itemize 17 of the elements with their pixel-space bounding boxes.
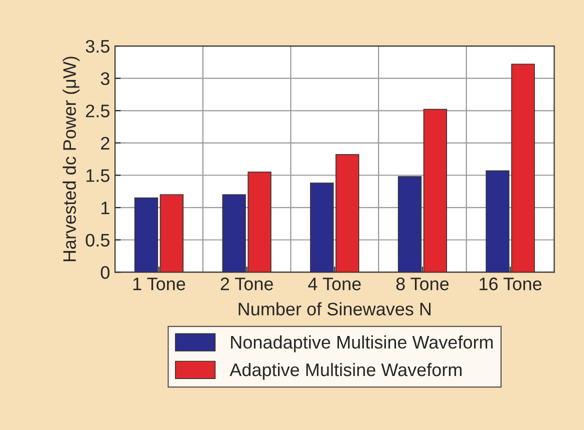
x-tick-label: 2 Tone bbox=[220, 278, 273, 290]
y-tick-label: 1 bbox=[102, 202, 110, 214]
y-tick-label: 2 bbox=[101, 136, 110, 150]
legend-label: Adaptive Multisine Waveform bbox=[230, 362, 462, 380]
x-tick-label: 16 Tone bbox=[480, 278, 542, 290]
x-tick-label: 8 Tone bbox=[396, 278, 449, 290]
y-axis-title: Harvested dc Power (μW) bbox=[62, 56, 80, 262]
legend-label: Nonadaptive Multisine Waveform bbox=[231, 335, 493, 352]
y-tick-label: 2.5 bbox=[86, 104, 110, 118]
x-tick-label: 4 Tone bbox=[308, 278, 361, 290]
y-tick-label: 3.5 bbox=[86, 40, 110, 53]
y-tick-label: 0 bbox=[100, 266, 110, 279]
y-tick-label: 3 bbox=[100, 72, 110, 86]
x-axis-title: Number of Sinewaves N bbox=[238, 302, 431, 316]
y-tick-label: 0.5 bbox=[86, 234, 110, 247]
x-tick-label: 1 Tone bbox=[133, 278, 186, 290]
y-tick-label: 1.5 bbox=[86, 169, 110, 182]
